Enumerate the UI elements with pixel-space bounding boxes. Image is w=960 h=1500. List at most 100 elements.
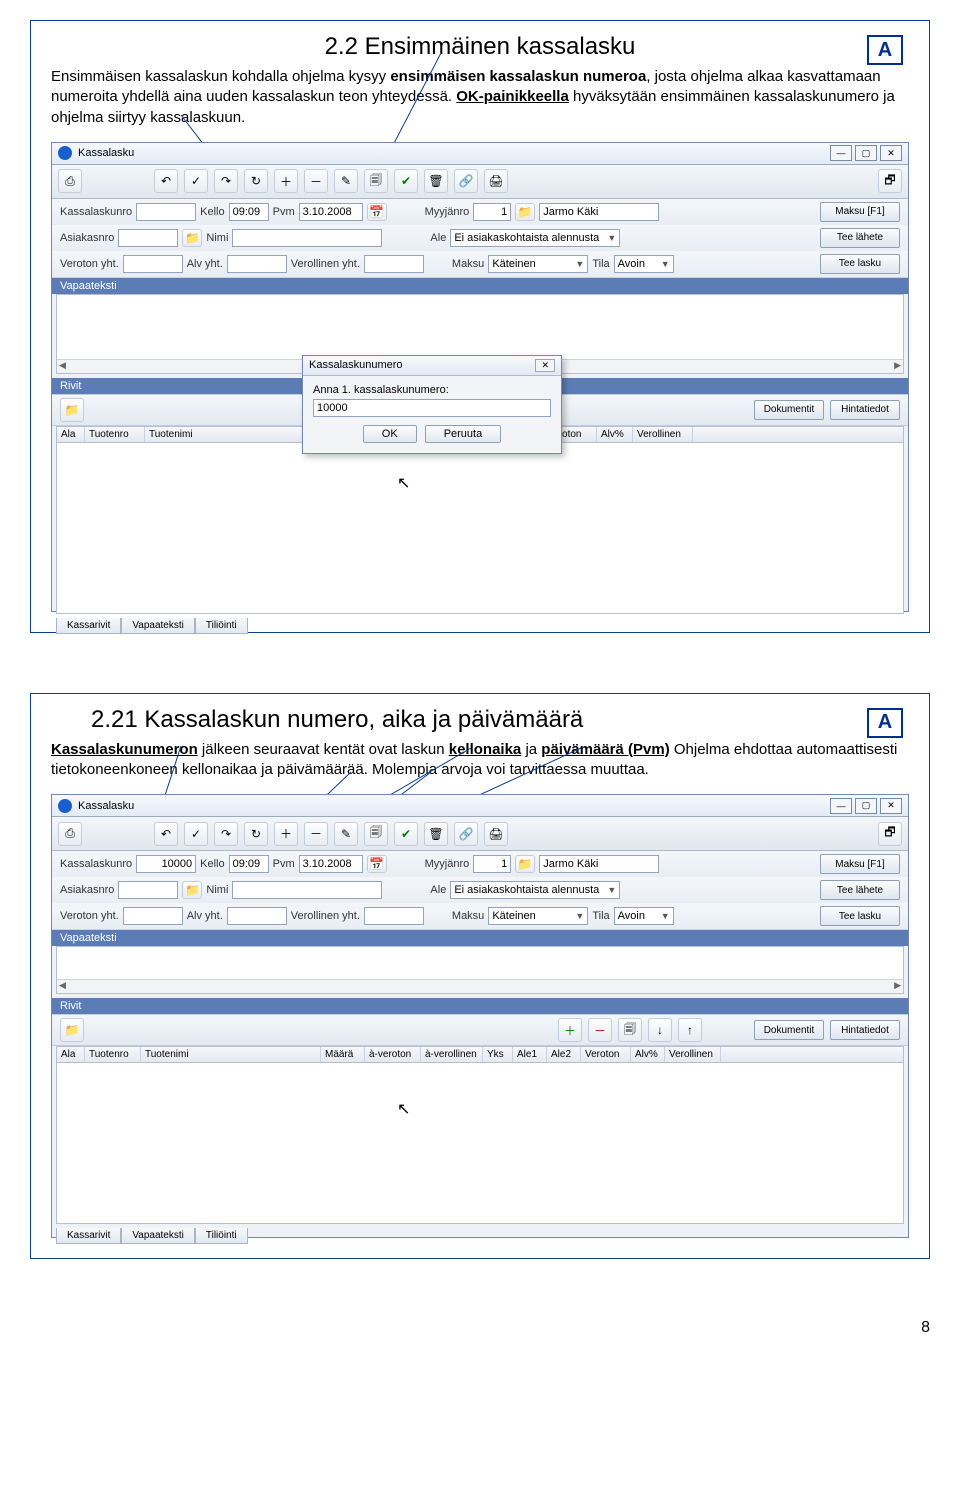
ale-dropdown[interactable]: Ei asiakaskohtaista alennusta ▼ xyxy=(450,881,620,899)
toolbar-btn[interactable]: ⎙ xyxy=(58,822,82,846)
hintatiedot-button[interactable]: Hintatiedot xyxy=(830,400,900,420)
label: Veroton yht. xyxy=(60,258,119,270)
down-icon[interactable]: ↓ xyxy=(648,1018,672,1042)
toolbar-btn[interactable]: ↻ xyxy=(244,169,268,193)
toolbar-btn[interactable]: 🖨 xyxy=(484,169,508,193)
close-icon[interactable]: ✕ xyxy=(535,359,555,372)
maximize-icon[interactable]: ▢ xyxy=(855,145,877,161)
calendar-icon[interactable]: 📅 xyxy=(367,203,387,221)
calendar-icon[interactable]: 📅 xyxy=(367,855,387,873)
toolbar-btn[interactable]: ✎ xyxy=(334,169,358,193)
toolbar: ⎙ ↶ ✓ ↷ ↻ ＋ － ✎ 🗐 ✔ 🗑 🔗 🖨 🗗 xyxy=(52,165,908,199)
scrollbar[interactable]: ◀▶ xyxy=(57,979,903,993)
toolbar-btn[interactable]: 🔗 xyxy=(454,822,478,846)
toolbar-btn[interactable]: ⎙ xyxy=(58,169,82,193)
tab[interactable]: Kassarivit xyxy=(56,1228,121,1244)
close-icon[interactable]: ✕ xyxy=(880,145,902,161)
toolbar-btn[interactable]: ✓ xyxy=(184,822,208,846)
toolbar-btn[interactable]: － xyxy=(304,169,328,193)
myyjanro-input[interactable] xyxy=(473,203,511,221)
alv-input[interactable] xyxy=(227,255,287,273)
ale-dropdown[interactable]: Ei asiakaskohtaista alennusta ▼ xyxy=(450,229,620,247)
toolbar-btn[interactable]: 🗗 xyxy=(878,169,902,193)
minimize-icon[interactable]: — xyxy=(830,145,852,161)
dialog-input[interactable] xyxy=(313,399,551,417)
maksu-dropdown[interactable]: Käteinen ▼ xyxy=(488,255,588,273)
nimi-input[interactable] xyxy=(232,229,382,247)
tab[interactable]: Vapaateksti xyxy=(121,618,195,634)
veroton-input[interactable] xyxy=(123,907,183,925)
tool-icon[interactable]: 🗐 xyxy=(618,1018,642,1042)
asiakasnro-input[interactable] xyxy=(118,229,178,247)
hintatiedot-button[interactable]: Hintatiedot xyxy=(830,1020,900,1040)
kello-input[interactable] xyxy=(229,203,269,221)
toolbar-btn[interactable]: ↷ xyxy=(214,822,238,846)
cancel-button[interactable]: Peruuta xyxy=(425,425,502,443)
dokumentit-button[interactable]: Dokumentit xyxy=(754,1020,824,1040)
pvm-input[interactable] xyxy=(299,855,363,873)
verollinen-input[interactable] xyxy=(364,255,424,273)
pvm-input[interactable] xyxy=(299,203,363,221)
tila-dropdown[interactable]: Avoin ▼ xyxy=(614,907,674,925)
window-titlebar: Kassalasku — ▢ ✕ xyxy=(52,795,908,817)
toolbar-btn[interactable]: 🗐 xyxy=(364,822,388,846)
veroton-input[interactable] xyxy=(123,255,183,273)
maximize-icon[interactable]: ▢ xyxy=(855,798,877,814)
toolbar-btn[interactable]: － xyxy=(304,822,328,846)
toolbar-btn[interactable]: ↶ xyxy=(154,822,178,846)
dokumentit-button[interactable]: Dokumentit xyxy=(754,400,824,420)
toolbar-btn[interactable]: 🗑 xyxy=(424,822,448,846)
tab[interactable]: Tiliöinti xyxy=(195,618,248,634)
lookup-icon[interactable]: 📁 xyxy=(60,398,84,422)
vapaateksti-area[interactable]: ◀▶ xyxy=(56,946,904,994)
toolbar-btn[interactable]: ✓ xyxy=(184,169,208,193)
toolbar-btn[interactable]: ↻ xyxy=(244,822,268,846)
minimize-icon[interactable]: — xyxy=(830,798,852,814)
toolbar-btn[interactable]: ✔ xyxy=(394,822,418,846)
toolbar-btn[interactable]: ✎ xyxy=(334,822,358,846)
myyjanro-input[interactable] xyxy=(473,855,511,873)
tab[interactable]: Tiliöinti xyxy=(195,1228,248,1244)
tila-dropdown[interactable]: Avoin ▼ xyxy=(614,255,674,273)
tab[interactable]: Kassarivit xyxy=(56,618,121,634)
alv-input[interactable] xyxy=(227,907,287,925)
tee-lahete-button[interactable]: Tee lähete xyxy=(820,880,900,900)
toolbar-btn[interactable]: 🗗 xyxy=(878,822,902,846)
grid-body[interactable]: ↖ xyxy=(57,1063,903,1223)
myyja-input[interactable] xyxy=(539,855,659,873)
maksu-button[interactable]: Maksu [F1] xyxy=(820,202,900,222)
nimi-input[interactable] xyxy=(232,881,382,899)
myyja-input[interactable] xyxy=(539,203,659,221)
kello-input[interactable] xyxy=(229,855,269,873)
tee-lasku-button[interactable]: Tee lasku xyxy=(820,254,900,274)
toolbar-btn[interactable]: 🖨 xyxy=(484,822,508,846)
tab[interactable]: Vapaateksti xyxy=(121,1228,195,1244)
remove-icon[interactable]: － xyxy=(588,1018,612,1042)
toolbar-btn[interactable]: 🗐 xyxy=(364,169,388,193)
lookup-icon[interactable]: 📁 xyxy=(182,229,202,247)
lookup-icon[interactable]: 📁 xyxy=(515,203,535,221)
toolbar-btn[interactable]: ＋ xyxy=(274,169,298,193)
verollinen-input[interactable] xyxy=(364,907,424,925)
up-icon[interactable]: ↑ xyxy=(678,1018,702,1042)
add-icon[interactable]: ＋ xyxy=(558,1018,582,1042)
toolbar-btn[interactable]: ✔ xyxy=(394,169,418,193)
lookup-icon[interactable]: 📁 xyxy=(182,881,202,899)
close-icon[interactable]: ✕ xyxy=(880,798,902,814)
toolbar-btn[interactable]: 🔗 xyxy=(454,169,478,193)
ok-button[interactable]: OK xyxy=(363,425,417,443)
lookup-icon[interactable]: 📁 xyxy=(515,855,535,873)
maksu-dropdown[interactable]: Käteinen ▼ xyxy=(488,907,588,925)
asiakasnro-input[interactable] xyxy=(118,881,178,899)
toolbar-btn[interactable]: 🗑 xyxy=(424,169,448,193)
toolbar-btn[interactable]: ↷ xyxy=(214,169,238,193)
kassalaskunro-input[interactable] xyxy=(136,855,196,873)
lookup-icon[interactable]: 📁 xyxy=(60,1018,84,1042)
toolbar-btn[interactable]: ＋ xyxy=(274,822,298,846)
toolbar-btn[interactable]: ↶ xyxy=(154,169,178,193)
tee-lahete-button[interactable]: Tee lähete xyxy=(820,228,900,248)
maksu-button[interactable]: Maksu [F1] xyxy=(820,854,900,874)
tee-lasku-button[interactable]: Tee lasku xyxy=(820,906,900,926)
grid-body[interactable]: ↖ xyxy=(57,443,903,613)
kassalaskunro-input[interactable] xyxy=(136,203,196,221)
